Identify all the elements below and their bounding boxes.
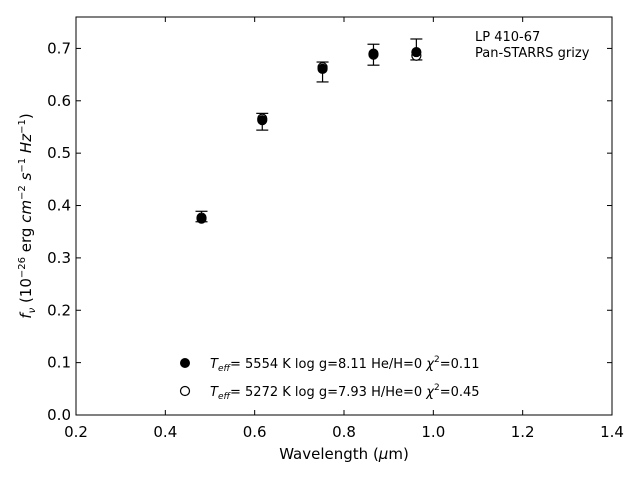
y-axis: 0.0 0.1 0.2 0.3 0.4 0.5 0.6 0.7 bbox=[47, 39, 612, 424]
y-tick-label: 0.3 bbox=[47, 249, 71, 267]
y-tick-label: 0.2 bbox=[47, 301, 71, 319]
x-axis: 0.2 0.4 0.6 0.8 1.0 1.2 1.4 bbox=[64, 17, 624, 441]
legend-marker-open bbox=[179, 385, 191, 397]
model-point-filled bbox=[317, 63, 328, 74]
plot-frame bbox=[75, 16, 613, 416]
y-tick-label: 0.0 bbox=[47, 406, 71, 424]
y-tick-label: 0.6 bbox=[47, 92, 71, 110]
legend-label-open: Teff= 5272 K log g=7.93 H/He=0 χ2=0.45 bbox=[210, 383, 480, 402]
model-point-filled bbox=[368, 48, 379, 59]
x-axis-title: Wavelength (μm) bbox=[279, 445, 409, 463]
model-point-filled bbox=[411, 46, 422, 58]
x-tick-label: 0.4 bbox=[153, 423, 177, 441]
x-tick-label: 1.0 bbox=[421, 423, 445, 441]
x-tick-label: 1.4 bbox=[600, 423, 624, 441]
model-point-filled bbox=[257, 115, 268, 126]
legend: Teff= 5554 K log g=8.11 He/H=0 χ2=0.11 T… bbox=[179, 355, 480, 402]
model-markers bbox=[196, 46, 422, 224]
annotation-star-name: LP 410-67 bbox=[475, 30, 540, 45]
x-tick-label: 0.2 bbox=[64, 423, 88, 441]
model-point-filled bbox=[196, 213, 207, 224]
x-tick-label: 0.8 bbox=[332, 423, 356, 441]
y-tick-label: 0.5 bbox=[47, 144, 71, 162]
legend-label-filled: Teff= 5554 K log g=8.11 He/H=0 χ2=0.11 bbox=[210, 355, 480, 374]
y-tick-label: 0.4 bbox=[47, 197, 71, 215]
x-tick-label: 0.6 bbox=[243, 423, 267, 441]
x-tick-label: 1.2 bbox=[511, 423, 535, 441]
y-tick-label: 0.7 bbox=[47, 39, 71, 57]
y-axis-title: fν (10−26 erg cm−2 s−1 Hz−1) bbox=[17, 113, 38, 318]
annotation-survey: Pan-STARRS grizy bbox=[475, 46, 590, 61]
observed-errorbars bbox=[195, 38, 423, 223]
legend-marker-filled bbox=[180, 358, 190, 368]
y-tick-label: 0.1 bbox=[47, 354, 71, 372]
